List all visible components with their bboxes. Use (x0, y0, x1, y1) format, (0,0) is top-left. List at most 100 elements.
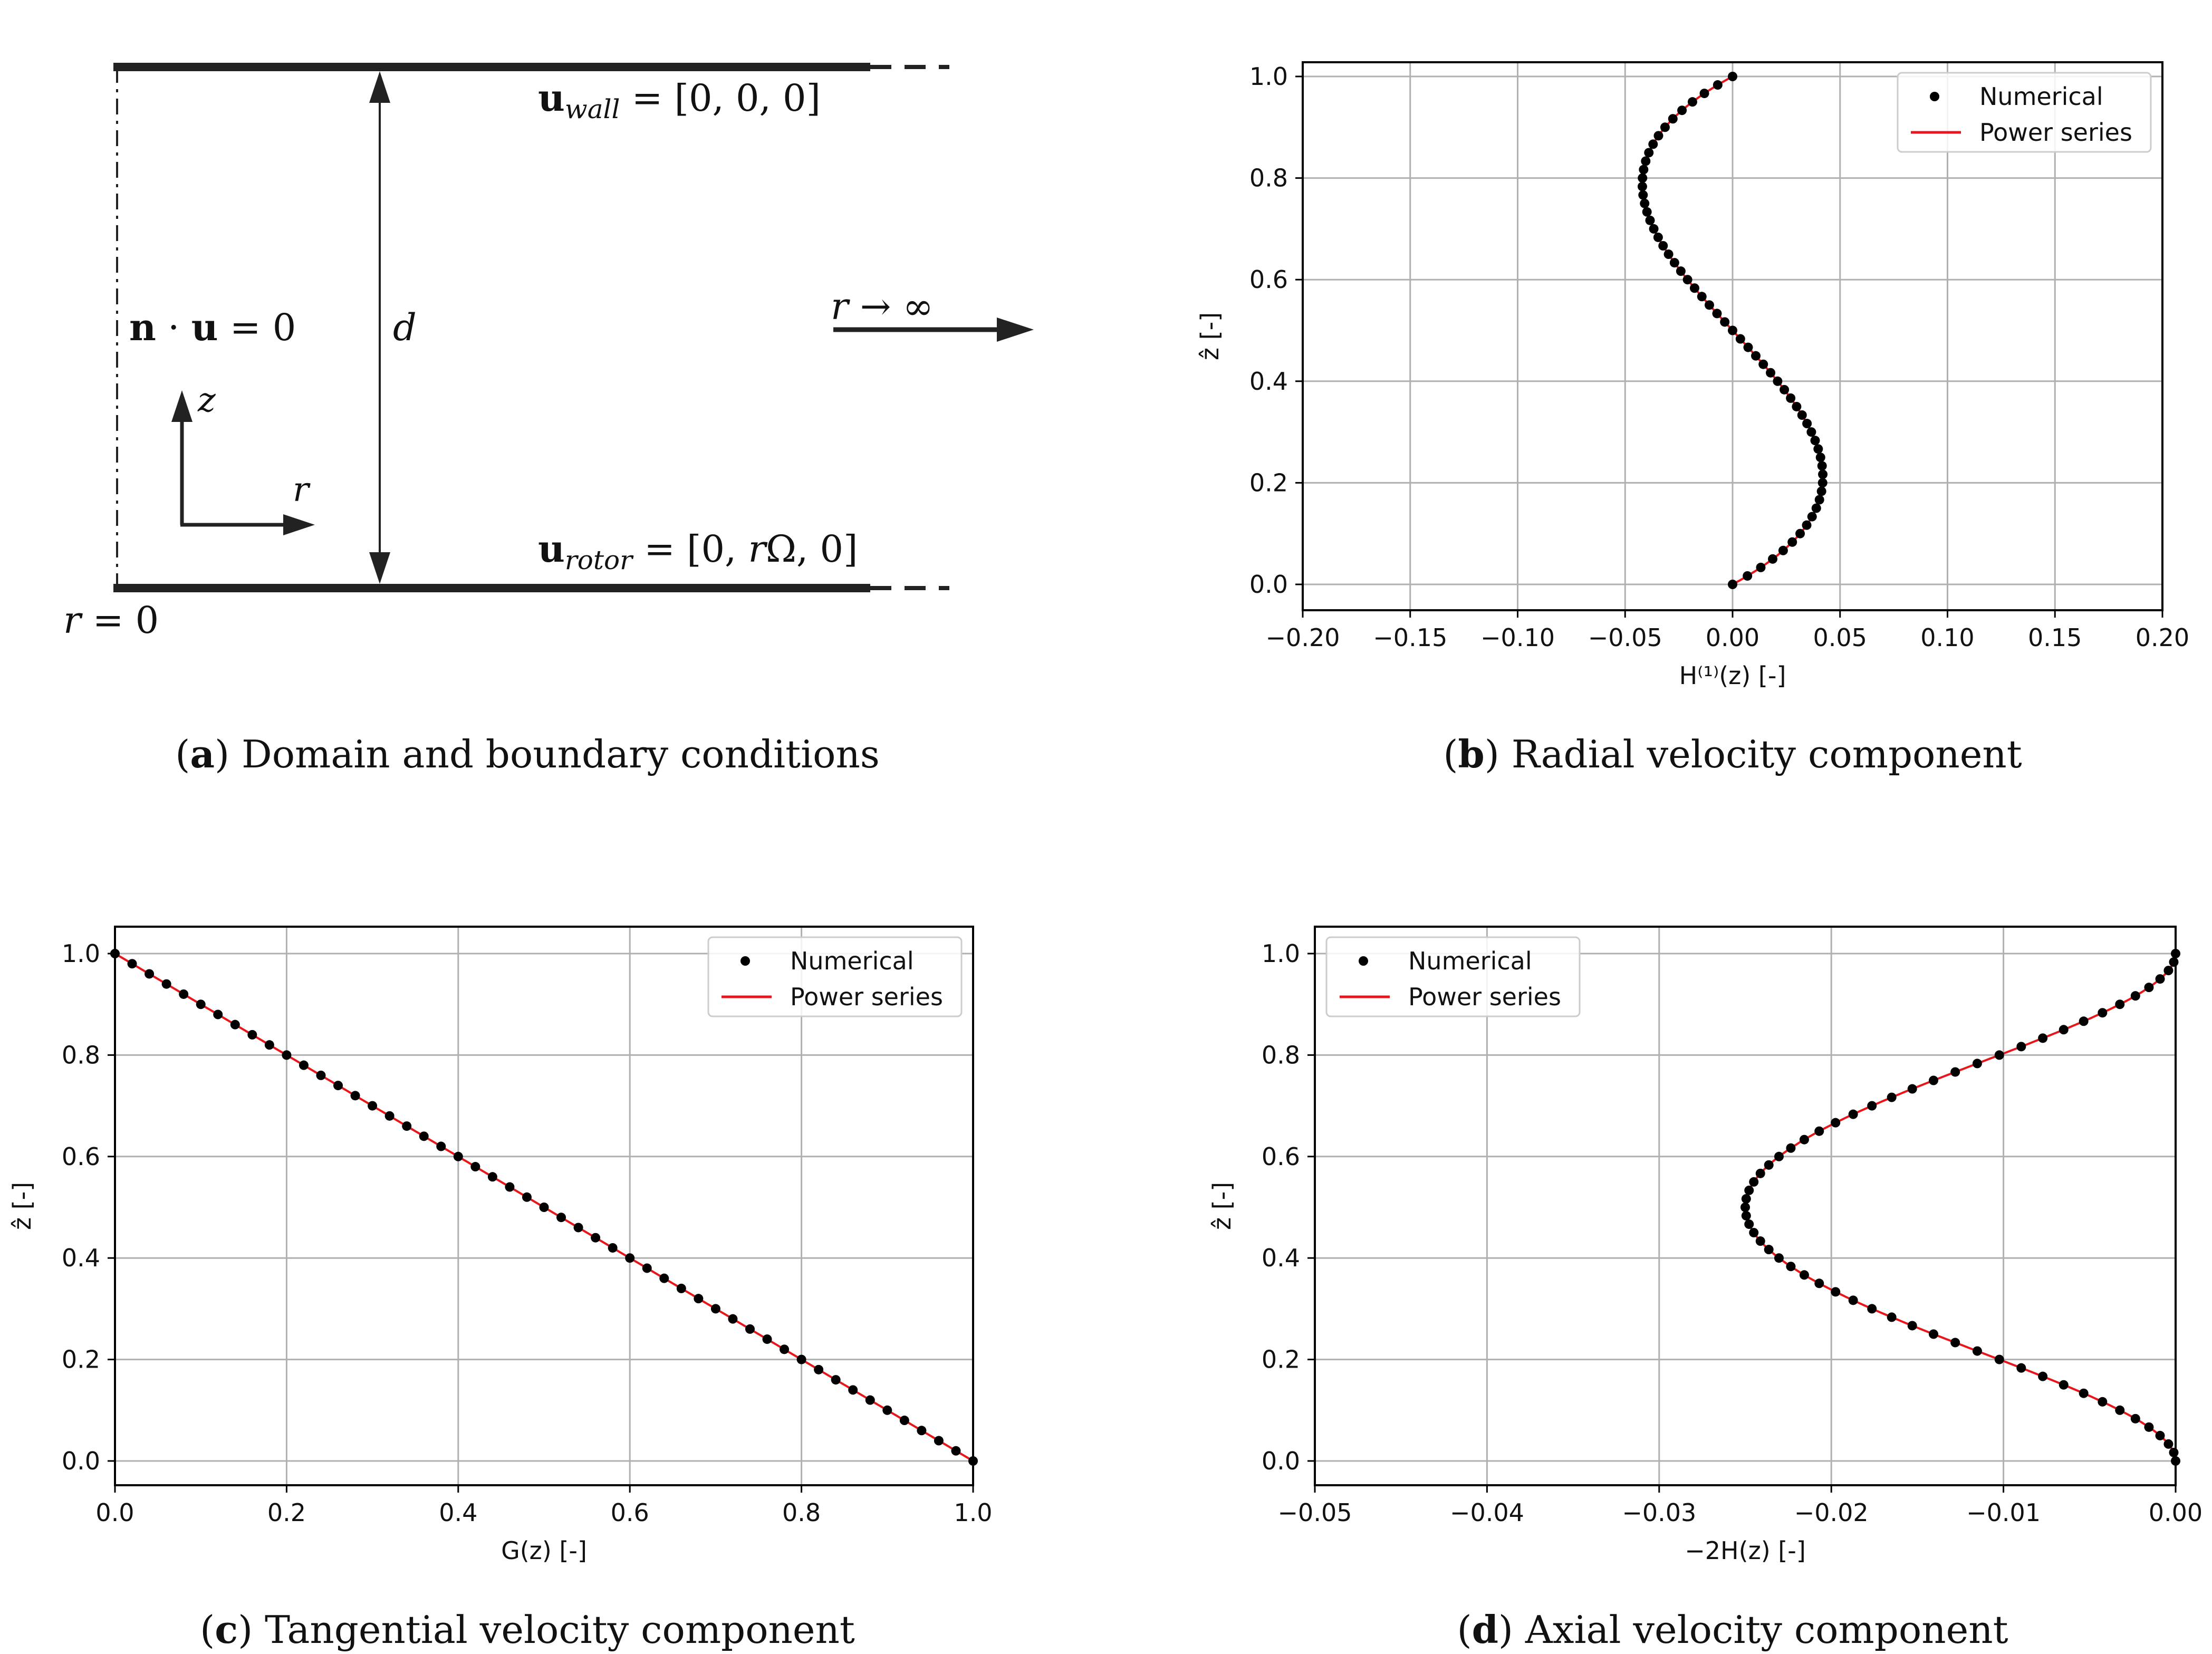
numerical-point (1814, 495, 1824, 505)
numerical-point (831, 1375, 841, 1385)
legend-numerical-label: Numerical (790, 947, 914, 975)
numerical-point (1713, 80, 1723, 90)
r-axis-head (283, 514, 315, 535)
numerical-point (1818, 469, 1828, 479)
numerical-point (350, 1091, 360, 1101)
numerical-point (1813, 444, 1823, 454)
numerical-point (1764, 1160, 1774, 1170)
y-axis-label: ẑ [-] (1208, 1182, 1236, 1230)
numerical-point (1774, 1253, 1784, 1263)
far-field-arrow-head (997, 318, 1034, 342)
numerical-point (1814, 1126, 1824, 1136)
numerical-point (1831, 1118, 1841, 1128)
numerical-point (1792, 401, 1802, 411)
numerical-point (625, 1253, 635, 1263)
x-axis-label: H⁽¹⁾(z) [-] (1679, 661, 1786, 690)
numerical-point (1807, 512, 1817, 522)
chart-panel-d: −0.05 −0.04 −0.03 −0.02 −0.01 0.00 0.0 0.2 0.4 0.… (1208, 926, 2203, 1652)
numerical-point (522, 1192, 532, 1202)
numerical-point (728, 1314, 738, 1324)
x-tick-label: 0.8 (782, 1498, 821, 1527)
numerical-point (1687, 97, 1697, 107)
numerical-point (1848, 1295, 1858, 1305)
numerical-point (316, 1070, 326, 1080)
y-tick-label: 0.0 (1249, 570, 1288, 599)
legend-power-series-label: Power series (790, 983, 943, 1011)
numerical-point (1658, 241, 1668, 251)
numerical-point (2169, 1447, 2179, 1457)
numerical-point (436, 1141, 446, 1151)
y-tick-label: 0.6 (1262, 1142, 1300, 1171)
x-tick-label: 0.4 (439, 1498, 477, 1527)
x-tick-label: 0.6 (611, 1498, 649, 1527)
far-field-label: r → ∞ (831, 285, 934, 328)
numerical-point (659, 1273, 669, 1283)
numerical-point (1817, 478, 1828, 488)
numerical-point (2163, 1439, 2173, 1449)
numerical-point (1743, 342, 1753, 352)
y-tick-label: 0.8 (1262, 1041, 1300, 1069)
numerical-point (1744, 1219, 1754, 1229)
numerical-point (127, 959, 137, 969)
y-tick-label: 0.4 (1249, 367, 1288, 396)
numerical-point (2144, 1422, 2154, 1432)
numerical-point (1755, 1168, 1765, 1178)
legend: Numerical Power series (1897, 72, 2152, 153)
numerical-point (1780, 384, 1790, 395)
numerical-point (2016, 1363, 2026, 1373)
numerical-point (1648, 139, 1658, 149)
y-tick-label: 0.6 (1249, 265, 1288, 294)
numerical-point (196, 999, 206, 1009)
numerical-point (1848, 1109, 1858, 1119)
x-tick-label: −0.02 (1794, 1498, 1869, 1527)
numerical-point (1668, 114, 1678, 124)
numerical-point (470, 1162, 480, 1172)
z-axis-head (171, 390, 193, 422)
axis-bc-label: n · u = 0 (129, 305, 296, 349)
x-axis-label: G(z) [-] (501, 1536, 587, 1565)
legend-power-series-label: Power series (1979, 118, 2132, 147)
plot-frame (114, 926, 974, 1486)
numerical-point (1741, 1211, 1751, 1221)
numerical-point (968, 1456, 978, 1466)
numerical-point (1802, 520, 1812, 530)
numerical-point (230, 1020, 240, 1030)
x-tick-label: −0.15 (1373, 623, 1447, 652)
numerical-point (161, 979, 171, 989)
numerical-point (333, 1081, 343, 1091)
numerical-point (264, 1040, 274, 1050)
numerical-point (1740, 1203, 1750, 1212)
rotor-bc-label: urotor = [0, rΩ, 0] (538, 527, 858, 575)
numerical-point (1766, 368, 1776, 378)
numerical-point (1660, 122, 1670, 132)
x-tick-label: 0.00 (1706, 623, 1759, 652)
legend: Numerical Power series (707, 936, 963, 1017)
numerical-point (2163, 966, 2173, 976)
numerical-point (642, 1263, 652, 1273)
x-tick-label: −0.05 (1588, 623, 1662, 652)
numerical-point (591, 1233, 601, 1243)
z-axis-label: z (197, 381, 216, 420)
x-tick-label: −0.04 (1450, 1498, 1524, 1527)
numerical-point (1676, 266, 1686, 276)
numerical-point (1645, 215, 1655, 225)
y-tick-label: 1.0 (1262, 939, 1300, 968)
gap-label: d (393, 306, 417, 349)
y-tick-label: 0.8 (1249, 164, 1288, 193)
x-tick-label: 0.15 (2028, 623, 2082, 652)
legend-numerical-marker (740, 956, 750, 966)
numerical-point (1972, 1346, 1982, 1356)
numerical-point (1814, 1278, 1824, 1288)
numerical-point (1653, 232, 1663, 242)
numerical-point (179, 989, 189, 999)
numerical-point (2079, 1388, 2089, 1398)
numerical-point (1641, 156, 1651, 166)
numerical-point (2130, 1413, 2140, 1424)
numerical-point (1797, 410, 1807, 420)
y-tick-label: 1.0 (1249, 62, 1288, 91)
y-tick-label: 0.0 (62, 1447, 100, 1475)
numerical-point (1929, 1075, 1938, 1085)
numerical-point (1887, 1312, 1897, 1322)
numerical-point (247, 1030, 257, 1040)
numerical-point (1758, 359, 1768, 369)
